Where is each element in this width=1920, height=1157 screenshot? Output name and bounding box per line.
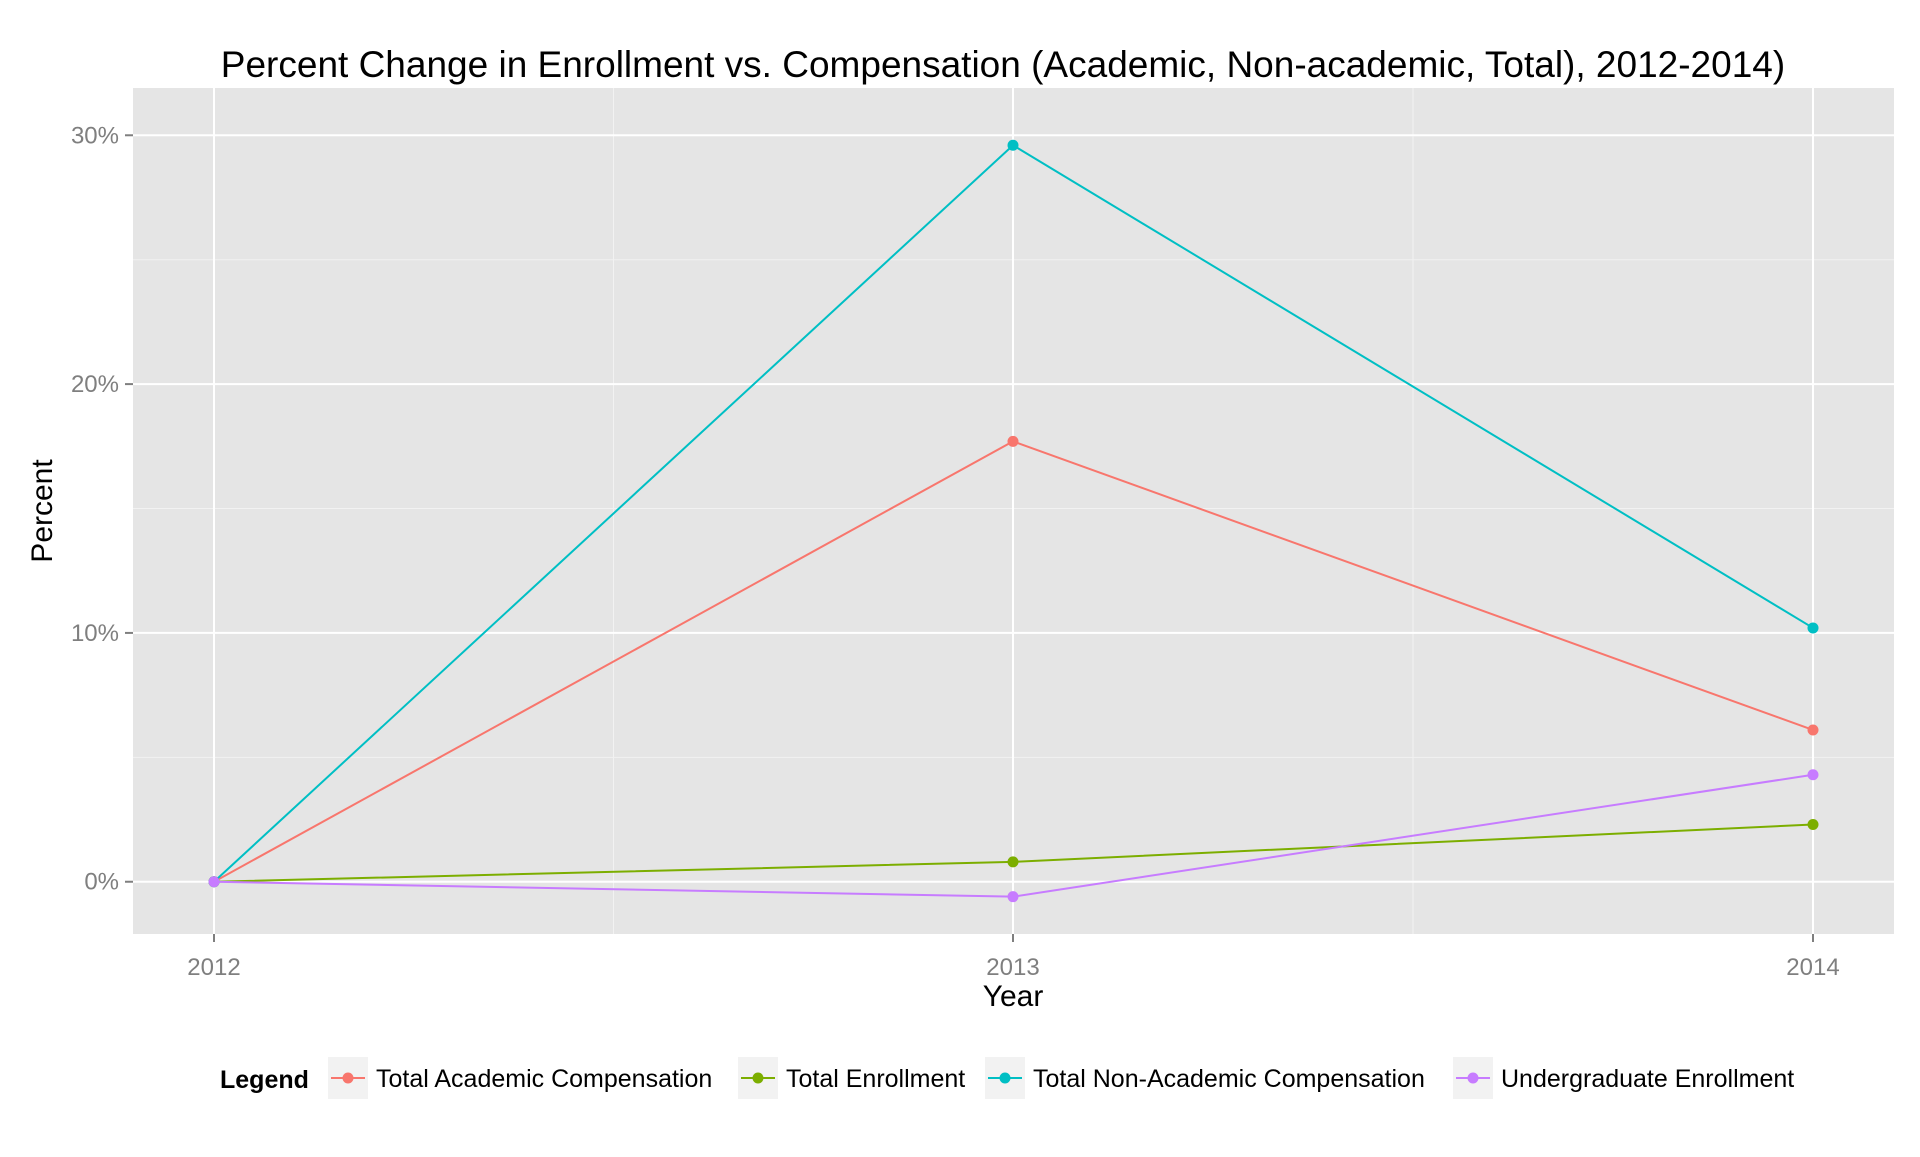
legend-key-point-total-non-academic-compensation <box>999 1072 1011 1084</box>
data-point-undergraduate-enrollment <box>1807 769 1819 781</box>
y-axis: 0% 10% 20% 30% <box>71 122 133 896</box>
y-tick-label: 10% <box>71 620 119 647</box>
series-points <box>208 139 1819 903</box>
legend-label-total-enrollment: Total Enrollment <box>786 1065 965 1093</box>
x-tick-label: 2012 <box>187 954 240 981</box>
legend-key-point-total-academic-compensation <box>342 1072 354 1084</box>
x-tick-label: 2014 <box>1786 954 1839 981</box>
data-point-undergraduate-enrollment <box>208 876 220 888</box>
y-tick-label: 30% <box>71 122 119 149</box>
legend: Legend Total Academic Compensation Total … <box>220 1057 1794 1099</box>
data-point-undergraduate-enrollment <box>1007 891 1019 903</box>
y-tick-label: 0% <box>84 869 119 896</box>
data-point-total-enrollment <box>1807 819 1819 831</box>
x-tick-label: 2013 <box>986 954 1039 981</box>
data-point-total-academic-compensation <box>1807 724 1819 736</box>
data-point-total-non-academic-compensation <box>1007 139 1019 151</box>
legend-title: Legend <box>220 1066 309 1094</box>
legend-key-point-total-enrollment <box>752 1072 764 1084</box>
legend-label-total-academic-compensation: Total Academic Compensation <box>376 1065 712 1093</box>
chart-title: Percent Change in Enrollment vs. Compens… <box>221 44 1785 85</box>
legend-label-total-non-academic-compensation: Total Non-Academic Compensation <box>1033 1065 1425 1093</box>
data-point-total-non-academic-compensation <box>1807 622 1819 634</box>
data-point-total-academic-compensation <box>1007 435 1019 447</box>
data-point-total-enrollment <box>1007 856 1019 868</box>
x-axis-title: Year <box>983 980 1044 1013</box>
grid-major <box>133 88 1894 934</box>
x-axis: 2012 2013 2014 <box>187 934 1840 981</box>
legend-label-undergraduate-enrollment: Undergraduate Enrollment <box>1501 1065 1794 1093</box>
y-axis-title: Percent <box>26 459 59 563</box>
legend-key-point-undergraduate-enrollment <box>1467 1072 1479 1084</box>
y-tick-label: 20% <box>71 371 119 398</box>
